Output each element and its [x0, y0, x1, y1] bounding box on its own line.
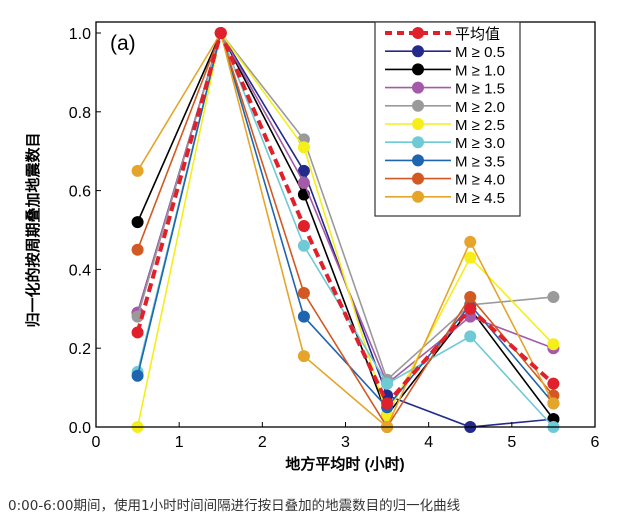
legend-marker: [412, 63, 424, 76]
data-point: [131, 369, 144, 382]
line-chart: (a) 0 1 2 3 4 5 6 0.0 0.2 0.4 0.6 0.8 1.0 地方平均时 (小时)…: [24, 21, 600, 473]
data-point: [464, 290, 477, 303]
data-point: [297, 350, 310, 363]
series-line: [136, 31, 554, 428]
x-tick-label: 2: [258, 434, 267, 451]
legend-marker: [412, 154, 424, 167]
legend-label: M ≥ 4.5: [455, 190, 505, 207]
data-point: [381, 377, 394, 390]
legend-label: M ≥ 1.5: [455, 81, 505, 98]
figure-caption: 0:00-6:00期间，使用1小时时间间隔进行按日叠加的地震数目的归一化曲线: [8, 498, 461, 514]
data-point: [297, 239, 310, 252]
data-point: [131, 164, 144, 177]
data-point: [131, 216, 144, 229]
legend-marker: [412, 172, 424, 185]
y-tick-label: 0.6: [69, 184, 91, 201]
y-axis-label: 归一化的按周期叠加地震数目: [24, 132, 42, 327]
data-point: [464, 235, 477, 248]
series-line: [136, 30, 555, 429]
data-point: [297, 176, 310, 189]
legend-marker: [412, 136, 424, 149]
legend-label: 平均值: [455, 26, 500, 43]
x-tick-label: 1: [175, 434, 184, 451]
series-line: [136, 31, 554, 382]
legend-label: M ≥ 2.0: [455, 99, 505, 116]
y-tick-label: 0.0: [69, 420, 91, 437]
panel-label: (a): [110, 32, 136, 55]
legend-label: M ≥ 3.0: [455, 135, 505, 152]
x-tick-label: 0: [92, 434, 101, 451]
legend-marker: [412, 99, 424, 112]
data-point: [464, 251, 477, 264]
legend-marker: [412, 81, 424, 94]
data-point: [464, 302, 477, 315]
legend-label: M ≥ 2.5: [455, 117, 505, 134]
y-tick-label: 0.4: [69, 262, 91, 279]
y-tick-label: 0.2: [69, 341, 91, 358]
series-line: [136, 31, 555, 420]
data-point: [297, 141, 310, 154]
legend-marker: [412, 118, 424, 130]
data-point: [547, 377, 560, 390]
legend-label: M ≥ 4.0: [455, 172, 505, 189]
data-point: [547, 290, 560, 303]
legend-marker: [412, 27, 424, 39]
data-point: [464, 330, 477, 343]
data-point: [297, 310, 310, 323]
x-tick-label: 3: [341, 434, 350, 451]
x-tick-label: 6: [591, 434, 600, 451]
x-axis-label: 地方平均时 (小时): [285, 455, 404, 473]
data-point: [297, 164, 310, 177]
legend-marker: [412, 45, 424, 58]
x-tick-label: 5: [507, 434, 516, 451]
data-point: [131, 243, 144, 256]
data-point: [547, 338, 560, 351]
y-tick-label: 1.0: [69, 26, 91, 43]
series-line: [135, 26, 555, 407]
legend-label: M ≥ 0.5: [455, 44, 505, 61]
legend-label: M ≥ 3.5: [455, 153, 505, 170]
data-point: [131, 326, 144, 339]
data-point: [547, 397, 560, 410]
data-point: [297, 287, 310, 300]
legend-marker: [412, 190, 424, 203]
data-point: [214, 27, 227, 39]
legend-label: M ≥ 1.0: [455, 62, 505, 79]
x-tick-label: 4: [424, 434, 433, 451]
data-point: [297, 220, 310, 233]
series-平均值: [131, 26, 560, 410]
legend-box: [374, 21, 521, 217]
data-point: [381, 397, 394, 410]
y-tick-label: 0.8: [69, 105, 91, 122]
data-point: [131, 310, 144, 323]
series-line: [136, 30, 555, 429]
